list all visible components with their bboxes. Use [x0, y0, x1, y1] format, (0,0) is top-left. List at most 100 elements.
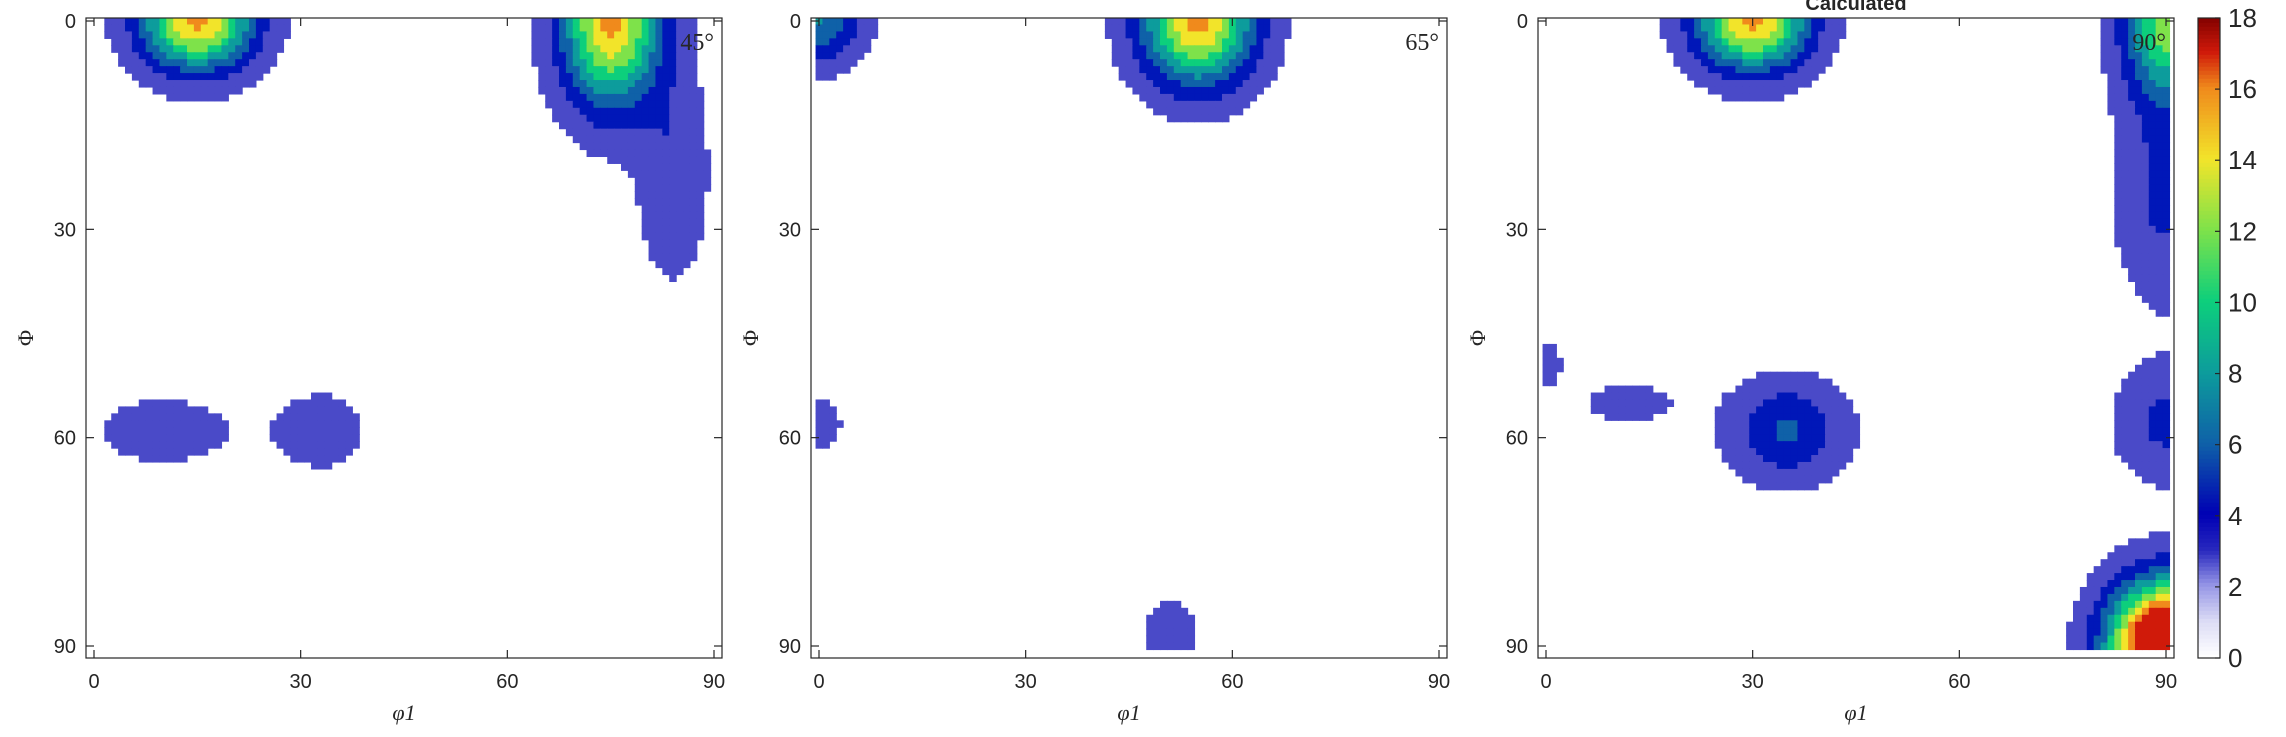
density-cell [822, 59, 830, 67]
density-cell [111, 31, 119, 39]
density-cell [552, 18, 560, 26]
density-cell [1242, 38, 1251, 46]
density-cell [1187, 73, 1196, 81]
density-cell [1173, 38, 1182, 46]
density-cell [1825, 31, 1833, 39]
density-cell [669, 156, 677, 164]
density-cell [1166, 31, 1175, 39]
density-cell [1166, 66, 1175, 74]
colorbar-step [2198, 422, 2220, 427]
density-cell [1139, 45, 1147, 53]
density-cell [641, 191, 650, 199]
density-cell [1845, 399, 1854, 408]
density-cell [145, 38, 154, 46]
density-cell [600, 66, 608, 74]
density-cell [1776, 38, 1785, 46]
density-cell [2141, 100, 2150, 109]
colorbar-step [2198, 50, 2220, 55]
density-cell [180, 80, 188, 88]
density-cell [538, 86, 546, 95]
density-cell [2148, 406, 2157, 414]
density-cell [145, 18, 154, 26]
density-cell [138, 38, 147, 46]
density-cell [1173, 607, 1182, 616]
density-cell [1187, 635, 1196, 644]
density-cell [1201, 86, 1209, 95]
density-cell [2114, 142, 2122, 151]
density-cell [565, 66, 574, 74]
density-cell [1146, 621, 1154, 630]
density-cell [1756, 371, 1764, 380]
density-cell [669, 239, 677, 248]
density-cell [1256, 66, 1264, 74]
density-cell [2107, 580, 2115, 588]
density-cell [1721, 38, 1730, 46]
density-cell [283, 448, 291, 456]
density-cell [331, 413, 340, 421]
density-cell [689, 163, 698, 171]
density-cell [1769, 406, 1778, 414]
density-cell [1735, 413, 1743, 421]
density-cell [180, 38, 188, 46]
density-cell [1749, 461, 1757, 470]
density-cell [1139, 80, 1147, 88]
density-cell [586, 38, 595, 46]
density-cell [173, 448, 181, 456]
density-cell [1146, 100, 1154, 109]
density-cell [2107, 566, 2115, 574]
density-cell [662, 31, 670, 39]
density-cell [572, 18, 581, 26]
density-cell [1749, 427, 1757, 435]
density-cell [228, 24, 236, 33]
density-cell [352, 427, 360, 435]
density-cell [207, 441, 216, 449]
density-cell [1173, 80, 1182, 88]
density-cell [1180, 107, 1189, 116]
density-cell [1776, 475, 1785, 484]
density-cell [2162, 580, 2171, 588]
density-cell [607, 86, 615, 95]
density-cell [1118, 38, 1127, 46]
density-cell [2114, 59, 2122, 67]
density-cell [1790, 406, 1799, 414]
density-cell [627, 86, 636, 95]
density-cell [1263, 73, 1271, 81]
colorbar-step [2198, 146, 2220, 151]
density-cell [1728, 52, 1737, 60]
colorbar-step [2198, 526, 2220, 531]
density-cell [627, 93, 636, 102]
density-cell [648, 253, 657, 262]
density-cell [1735, 80, 1743, 88]
density-cell [2100, 621, 2109, 630]
density-cell [1797, 399, 1805, 408]
density-cell [2135, 378, 2143, 387]
density-cell [187, 45, 195, 53]
density-cell [689, 239, 698, 248]
density-cell [1838, 434, 1847, 442]
density-cell [324, 441, 333, 449]
density-cell [1714, 413, 1723, 421]
density-cell [1818, 420, 1826, 428]
density-cell [669, 80, 677, 88]
density-cell [2114, 66, 2122, 74]
density-cell [2135, 427, 2143, 435]
density-cell [662, 205, 670, 213]
density-cell [655, 80, 663, 88]
density-cell [1735, 427, 1743, 435]
density-cell [662, 121, 670, 130]
density-cell [2128, 52, 2136, 60]
density-cell [1763, 38, 1771, 46]
density-cell [152, 399, 161, 408]
density-cell [2148, 385, 2157, 394]
density-cell [648, 142, 657, 151]
density-cell [1125, 66, 1134, 74]
density-cell [214, 73, 223, 81]
density-cell [2128, 406, 2136, 414]
density-cell [1166, 114, 1175, 123]
density-cell [586, 93, 595, 102]
density-cell [1604, 392, 1613, 401]
density-cell [1852, 413, 1861, 421]
density-cell [641, 107, 650, 116]
density-cell [829, 18, 837, 26]
